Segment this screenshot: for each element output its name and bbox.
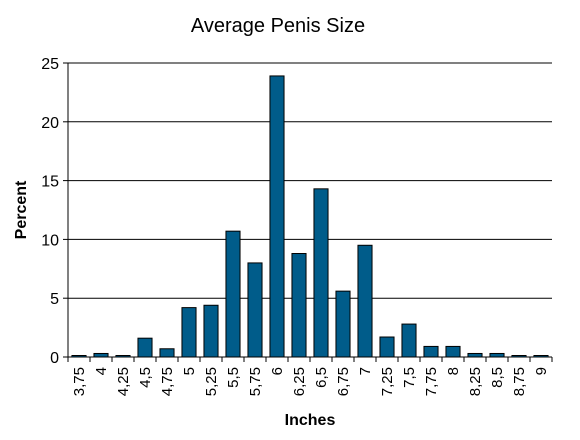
bar-7-25	[379, 336, 395, 358]
x-tick-label: 6,75	[335, 367, 352, 396]
bar-4-75	[159, 348, 175, 358]
x-tick-label: 4,25	[115, 367, 132, 396]
x-tick-label: 6	[269, 367, 286, 375]
x-tick-label: 5,25	[203, 367, 220, 396]
bar-7-75	[423, 345, 439, 358]
bar-4-5	[137, 337, 153, 358]
x-tick-label: 4,5	[137, 367, 154, 388]
x-tick-label: 3,75	[71, 367, 88, 396]
chart-title: Average Penis Size	[191, 15, 365, 37]
bar-7-5	[401, 323, 417, 358]
x-tick-label: 8	[445, 367, 462, 375]
bar-6-25	[291, 253, 307, 358]
bar-8-25	[467, 352, 483, 358]
bar-8-5	[489, 352, 505, 358]
x-tick-label: 5	[181, 367, 198, 375]
bar-6	[269, 75, 285, 358]
x-tick-label: 5,75	[247, 367, 264, 396]
bar-6-5	[313, 188, 329, 358]
x-tick-label: 7	[357, 367, 374, 375]
bar-6-75	[335, 290, 351, 358]
x-tick-label: 7,75	[423, 367, 440, 396]
x-tick-label: 4	[93, 367, 110, 375]
bar-4	[93, 352, 109, 358]
x-tick-label: 6,5	[313, 367, 330, 388]
x-tick-label: 8,75	[511, 367, 528, 396]
bars	[71, 75, 549, 358]
y-tick-labels: 0 5 10 15 20 25	[41, 56, 59, 367]
x-tick-label: 9	[533, 367, 550, 375]
bar-5-75	[247, 262, 263, 358]
bar-8	[445, 345, 461, 358]
gridlines	[68, 62, 552, 299]
x-axis-title: Inches	[285, 412, 336, 429]
axes	[63, 62, 553, 362]
y-tick-label: 15	[41, 174, 59, 191]
x-tick-label: 8,5	[489, 367, 506, 388]
x-tick-label: 7,25	[379, 367, 396, 396]
y-tick-label: 10	[41, 232, 59, 249]
bar-5-25	[203, 304, 219, 358]
y-tick-label: 25	[41, 56, 59, 73]
x-tick-label: 4,75	[159, 367, 176, 396]
x-tick-label: 6,25	[291, 367, 308, 396]
bar-5	[181, 307, 197, 358]
bar-7	[357, 244, 373, 358]
x-tick-label: 8,25	[467, 367, 484, 396]
y-tick-label: 0	[50, 350, 59, 367]
y-axis-title: Percent	[13, 180, 30, 239]
y-tick-label: 5	[50, 291, 59, 308]
x-tick-label: 5,5	[225, 367, 242, 388]
y-tick-label: 20	[41, 115, 59, 132]
x-tick-labels: 3,75 4 4,25 4,5 4,75 5 5,25 5,5 5,75 6 6,25 6,5 6,75…	[71, 367, 550, 396]
x-tick-label: 7,5	[401, 367, 418, 388]
bar-5-5	[225, 230, 241, 358]
